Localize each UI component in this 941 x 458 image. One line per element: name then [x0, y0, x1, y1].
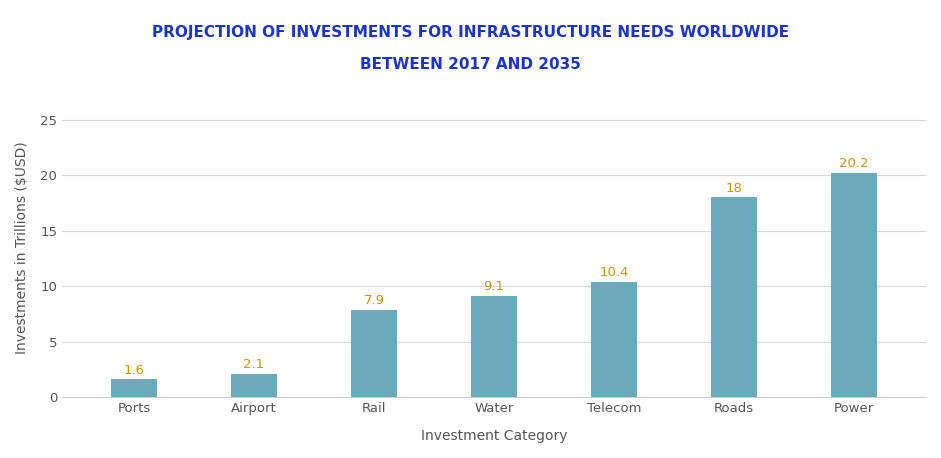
Bar	[351, 310, 397, 397]
Text: PROJECTION OF INVESTMENTS FOR INFRASTRUCTURE NEEDS WORLDWIDE: PROJECTION OF INVESTMENTS FOR INFRASTRUC…	[152, 25, 789, 39]
X-axis label: Investment Category: Investment Category	[421, 429, 567, 443]
Bar	[111, 380, 157, 397]
Text: 2.1: 2.1	[244, 358, 264, 371]
Bar	[231, 374, 277, 397]
Y-axis label: Investments in Trillions ($USD): Investments in Trillions ($USD)	[15, 141, 29, 354]
Text: 7.9: 7.9	[363, 294, 385, 307]
Bar	[471, 296, 517, 397]
Text: 1.6: 1.6	[123, 364, 145, 377]
Text: BETWEEN 2017 AND 2035: BETWEEN 2017 AND 2035	[360, 57, 581, 71]
Text: 9.1: 9.1	[484, 280, 504, 294]
Bar	[711, 197, 757, 397]
Text: 10.4: 10.4	[599, 266, 629, 279]
Bar	[591, 282, 637, 397]
Text: 18: 18	[726, 182, 742, 195]
Bar	[831, 173, 877, 397]
Text: 20.2: 20.2	[839, 157, 869, 170]
